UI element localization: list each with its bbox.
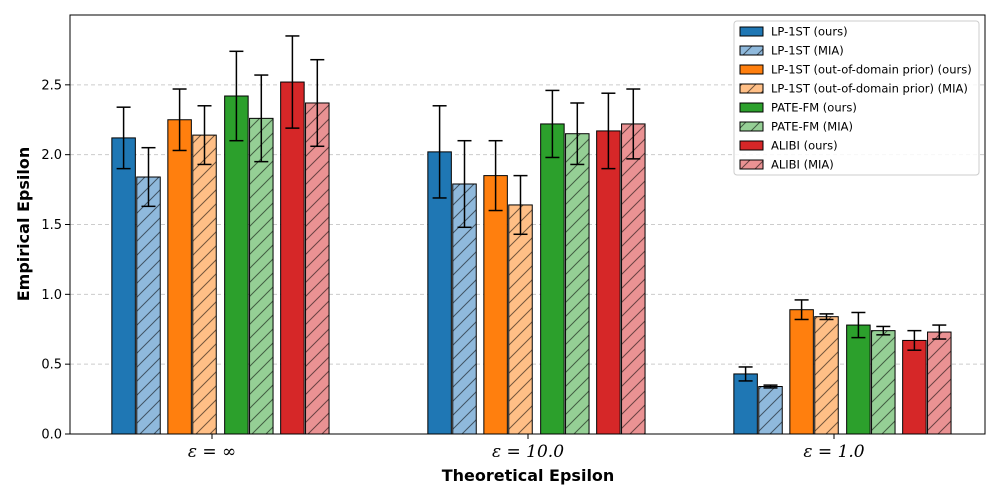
bar-hatch [305, 102, 330, 435]
x-tick-label: ε = 10.0 [492, 442, 564, 462]
legend-label: LP-1ST (out-of-domain prior) (ours) [771, 63, 972, 77]
bar-hatch [136, 177, 161, 434]
bar-hatch [565, 133, 590, 434]
legend-swatch [739, 26, 764, 37]
legend-swatch [739, 140, 764, 151]
legend-label: LP-1ST (MIA) [771, 44, 844, 58]
bar [167, 119, 192, 435]
bar-hatch [927, 332, 952, 434]
legend-box [733, 20, 980, 176]
bar [280, 81, 305, 435]
legend-swatch [739, 64, 764, 75]
error-bars [116, 35, 947, 389]
bar-hatch [814, 316, 839, 434]
x-axis-title: Theoretical Epsilon [442, 466, 615, 485]
bar-hatch [192, 135, 217, 434]
x-tick-label: ε = ∞ [188, 442, 236, 462]
bar-hatch [249, 118, 274, 434]
bar [540, 123, 565, 435]
legend-swatch-hatch [740, 46, 763, 55]
bar-hatch [508, 204, 533, 434]
y-tick-label: 1.5 [41, 218, 62, 233]
bar [224, 95, 249, 435]
x-tick-label: ε = 1.0 [803, 442, 864, 462]
y-tick-label: 2.0 [41, 148, 62, 163]
y-axis-title: Empirical Epsilon [14, 147, 33, 302]
bar [483, 175, 508, 435]
bar [111, 137, 136, 435]
legend-label: LP-1ST (out-of-domain prior) (MIA) [771, 82, 968, 96]
y-tick-label: 2.5 [41, 78, 62, 93]
bar-hatch [871, 330, 896, 434]
legend-label: LP-1ST (ours) [771, 25, 848, 39]
legend: LP-1ST (ours) LP-1ST (MIA) LP-1ST (out-of-… [733, 20, 980, 176]
legend-label: ALIBI (ours) [771, 139, 838, 153]
legend-swatch-hatch [740, 84, 763, 93]
legend-label: ALIBI (MIA) [771, 158, 834, 172]
bar [789, 309, 814, 435]
bar [733, 373, 758, 435]
legend-swatch-hatch [740, 160, 763, 169]
bar-hatch [452, 183, 477, 434]
y-tick-label: 0.5 [41, 358, 62, 373]
legend-label: PATE-FM (MIA) [771, 120, 853, 134]
y-tick-label: 1.0 [41, 288, 62, 303]
bar [596, 130, 621, 435]
legend-swatch [739, 102, 764, 113]
bar-hatch [758, 386, 783, 434]
bar [902, 339, 927, 435]
bar [846, 324, 871, 435]
bar-hatch [621, 123, 646, 434]
legend-label: PATE-FM (ours) [771, 101, 857, 115]
axes: 0.0 0.5 1.0 1.5 2.0 2.5 ε = ∞ ε = 10.0 ε = 1.0 [41, 78, 864, 462]
y-tick-label: 0.0 [41, 428, 62, 443]
legend-swatch-hatch [740, 122, 763, 131]
